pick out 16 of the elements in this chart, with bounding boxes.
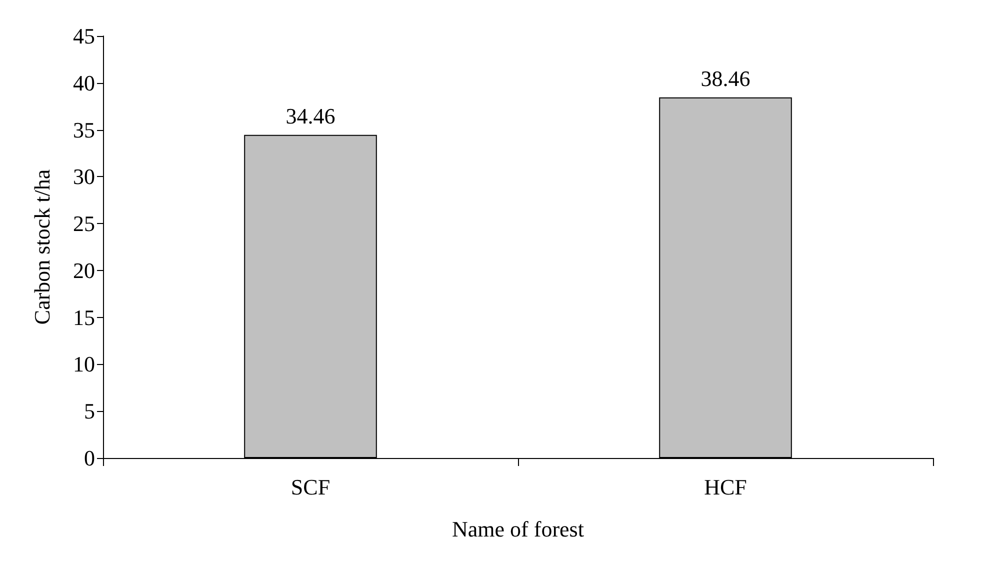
x-tick-label: HCF xyxy=(704,474,747,500)
y-tick-label: 0 xyxy=(84,446,95,470)
data-label: 38.46 xyxy=(700,66,750,91)
y-tick-label: 20 xyxy=(73,258,95,283)
y-tick-label: 25 xyxy=(73,211,95,236)
x-axis-title: Name of forest xyxy=(452,516,584,542)
y-tick-label: 45 xyxy=(73,24,95,48)
y-tick-label: 35 xyxy=(73,117,95,142)
y-tick-label: 30 xyxy=(73,164,95,190)
y-tick-label: 10 xyxy=(73,352,95,377)
y-tick-label: 15 xyxy=(73,304,95,330)
y-tick-label: 40 xyxy=(73,70,95,96)
y-axis-title: Carbon stock t/ha xyxy=(30,169,54,325)
data-label: 34.46 xyxy=(286,103,336,128)
x-tick-label: SCF xyxy=(290,474,330,500)
y-tick-label: 5 xyxy=(84,398,95,424)
